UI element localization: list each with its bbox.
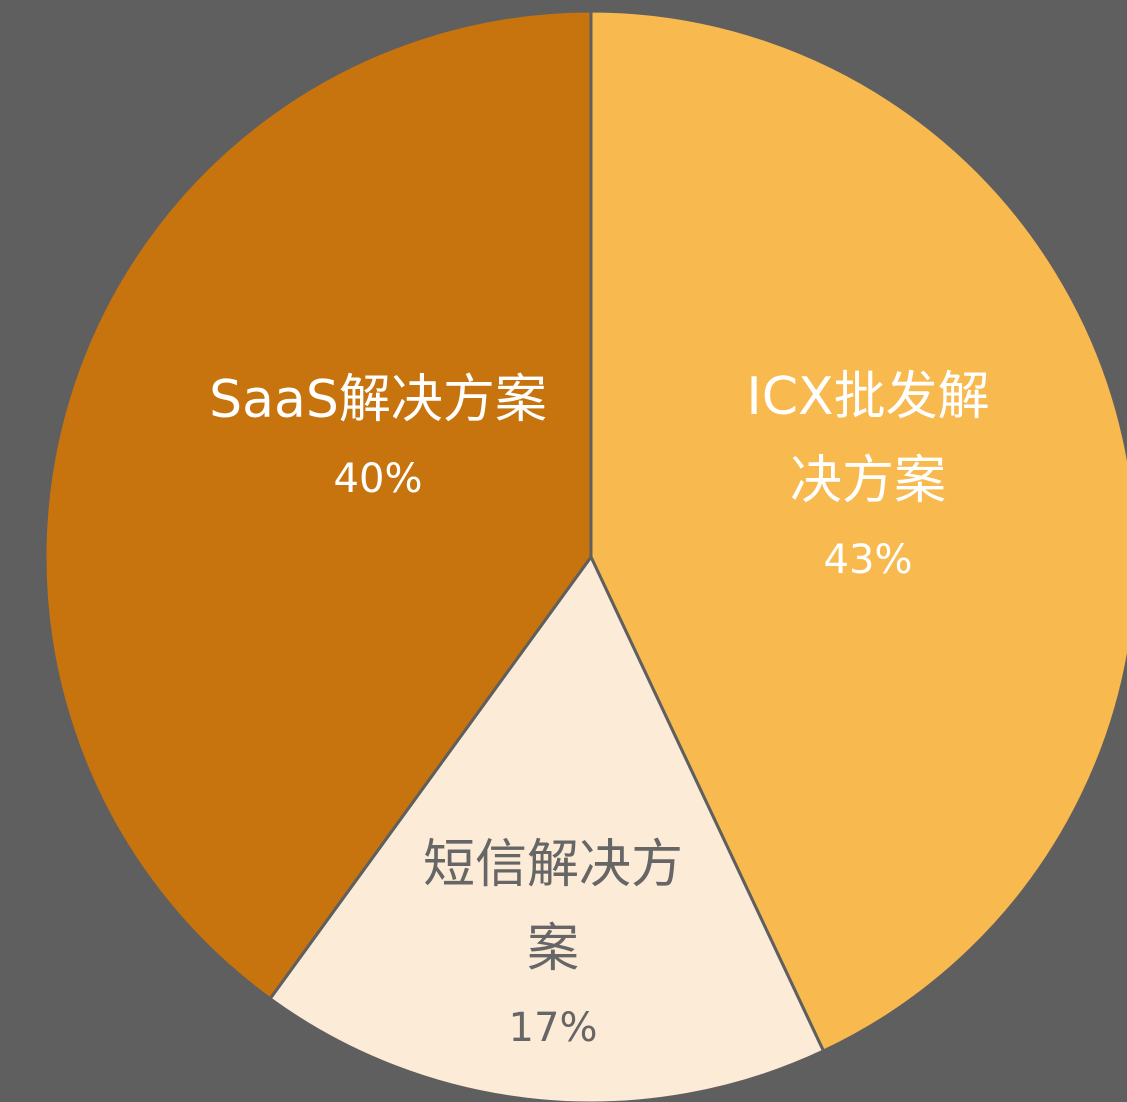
value-label: 40% bbox=[333, 456, 423, 502]
slice-label: ICX批发解决方案 43% bbox=[723, 355, 1013, 597]
value-label: 43% bbox=[823, 537, 913, 583]
pie-slice bbox=[43, 9, 593, 1001]
category-label: ICX批发解决方案 bbox=[746, 367, 990, 511]
category-label: 短信解决方案 bbox=[422, 835, 683, 979]
pie-slice bbox=[589, 9, 1127, 1054]
slice-label: SaaS解决方案 40% bbox=[168, 358, 588, 516]
slice-label: 短信解决方案 17% bbox=[422, 823, 684, 1065]
category-label: SaaS解决方案 bbox=[209, 370, 547, 430]
pie-slice bbox=[267, 554, 826, 1102]
value-label: 17% bbox=[508, 1005, 598, 1051]
